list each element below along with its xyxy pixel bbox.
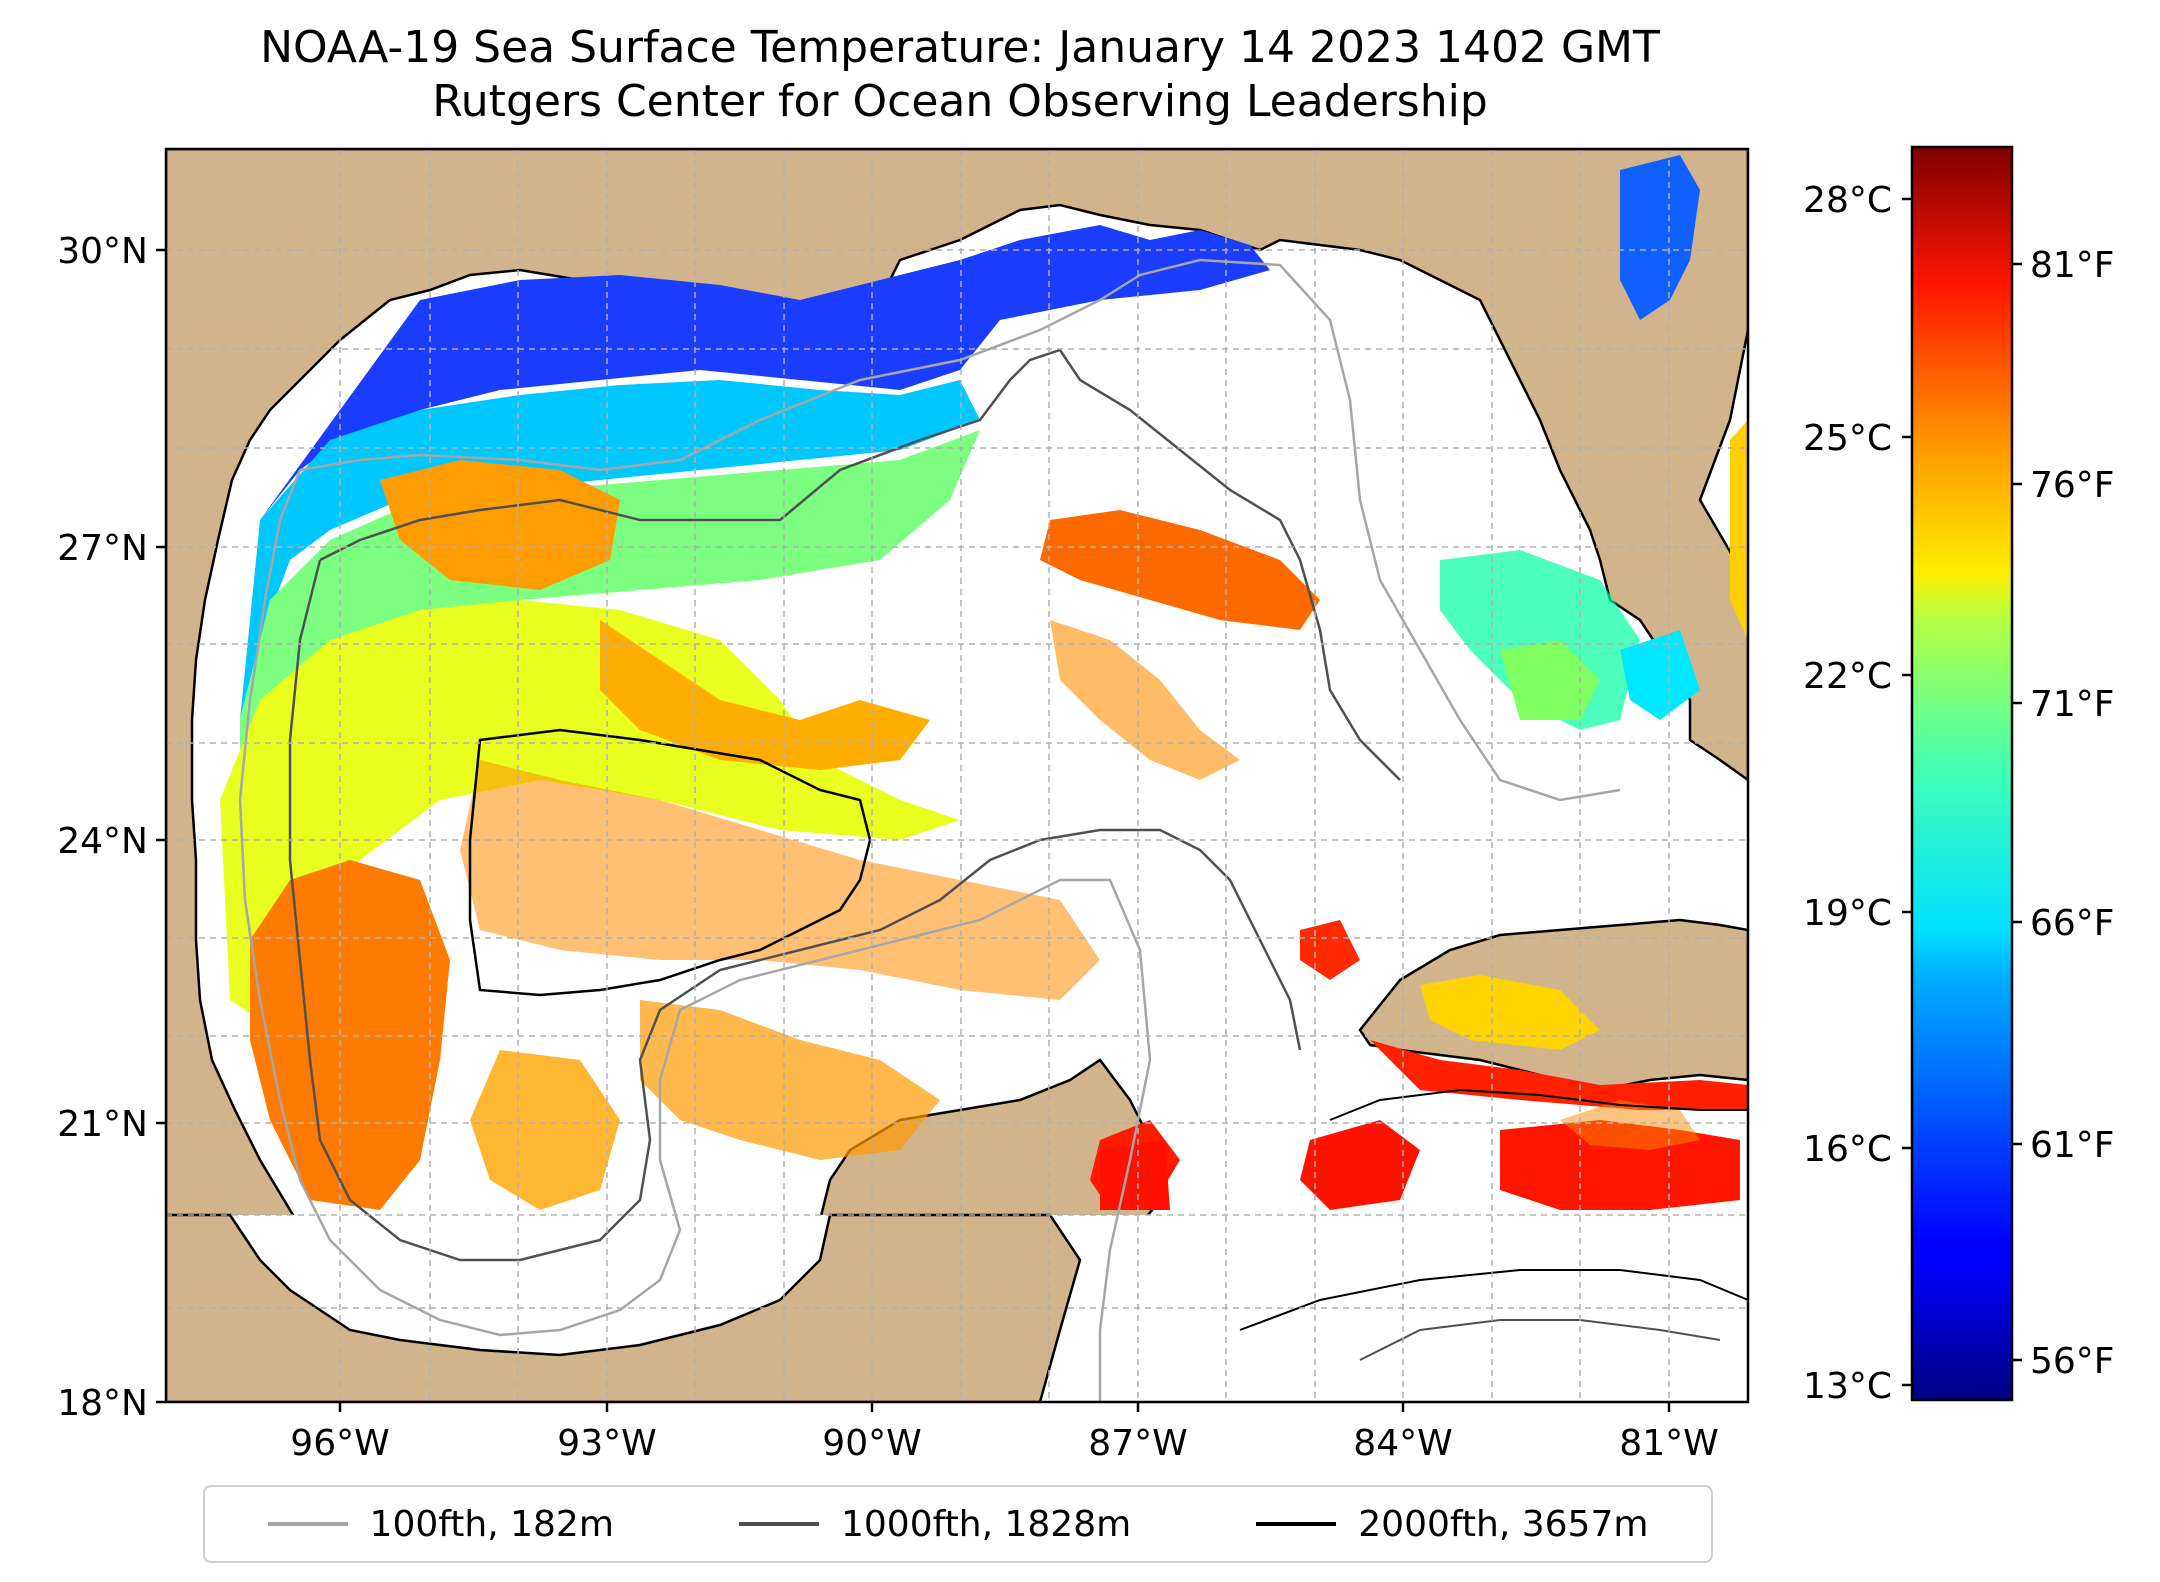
colorbar-celsius-label: 22°C	[1803, 656, 1892, 697]
isobath-legend: 100fth, 182m 1000fth, 1828m 2000fth, 365…	[203, 1485, 1713, 1563]
colorbar-celsius-label: 16°C	[1803, 1129, 1892, 1170]
colorbar-fahrenheit-label: 81°F	[2030, 245, 2115, 286]
lat-label: 21°N	[57, 1104, 148, 1145]
colorbar-fahrenheit-label: 71°F	[2030, 684, 2115, 725]
colorbar-fahrenheit-label: 56°F	[2030, 1341, 2115, 1382]
lat-label: 24°N	[57, 821, 148, 862]
colorbar-fahrenheit-label: 76°F	[2030, 465, 2115, 506]
legend-line-icon	[267, 1522, 348, 1526]
map-title: NOAA-19 Sea Surface Temperature: January…	[260, 22, 1660, 73]
lon-label: 84°W	[1353, 1423, 1452, 1464]
lat-label: 18°N	[57, 1383, 148, 1424]
colorbar-fahrenheit-label: 61°F	[2030, 1125, 2115, 1166]
lon-label: 81°W	[1619, 1423, 1718, 1464]
lon-label: 87°W	[1088, 1423, 1187, 1464]
colorbar-celsius-label: 13°C	[1803, 1366, 1892, 1407]
lat-label: 30°N	[57, 231, 148, 272]
legend-label: 1000fth, 1828m	[841, 1503, 1132, 1545]
colorbar-fahrenheit-label: 66°F	[2030, 903, 2115, 944]
sst-data-patches	[220, 155, 1748, 1210]
legend-line-icon	[739, 1522, 819, 1526]
lon-label: 96°W	[290, 1423, 389, 1464]
legend-item-100fth: 100fth, 182m	[267, 1503, 614, 1545]
legend-item-2000fth: 2000fth, 3657m	[1256, 1504, 1648, 1545]
colorbar-celsius-label: 25°C	[1803, 418, 1892, 459]
map-subtitle: Rutgers Center for Ocean Observing Leade…	[432, 76, 1488, 127]
colorbar	[1910, 145, 2014, 1402]
colorbar-celsius-label: 28°C	[1803, 180, 1892, 221]
lon-label: 93°W	[557, 1423, 656, 1464]
legend-label: 2000fth, 3657m	[1358, 1503, 1649, 1545]
legend-line-icon	[1256, 1522, 1337, 1526]
lon-label: 90°W	[822, 1423, 921, 1464]
lat-label: 27°N	[57, 528, 148, 569]
colorbar-celsius-label: 19°C	[1803, 893, 1892, 934]
legend-label: 100fth, 182m	[369, 1503, 614, 1545]
legend-item-1000fth: 1000fth, 1828m	[739, 1504, 1131, 1545]
